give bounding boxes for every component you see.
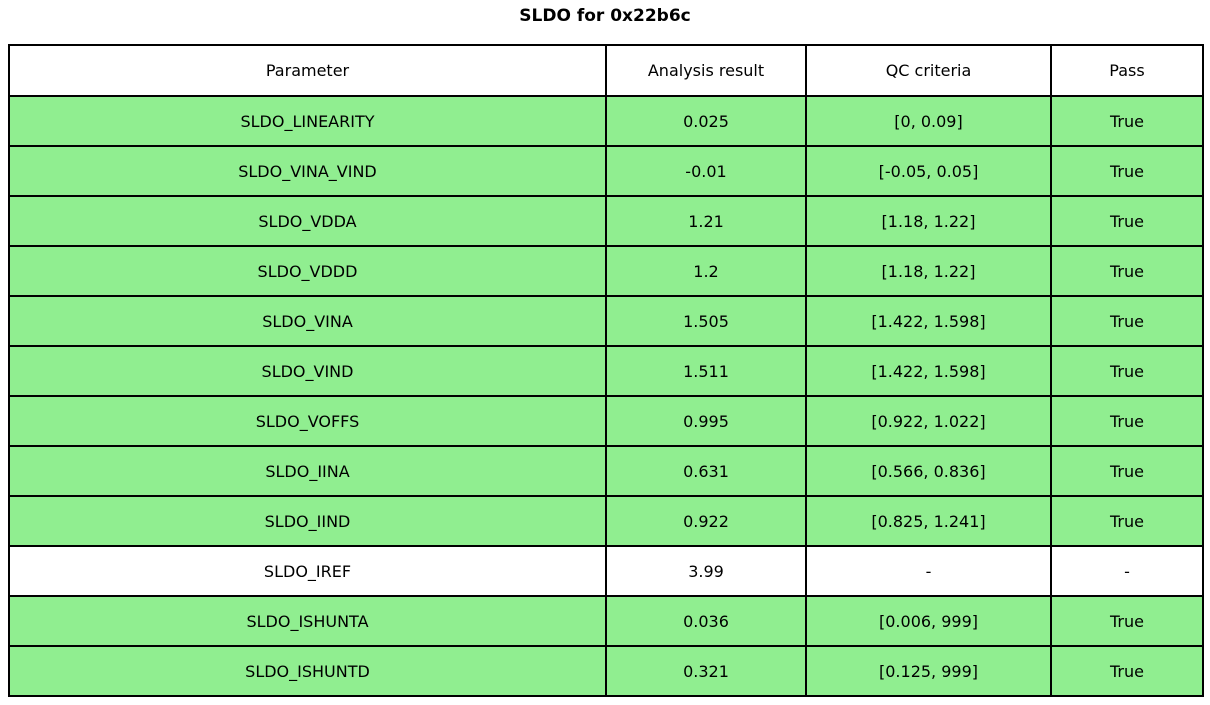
criteria-cell: [1.18, 1.22] (805, 195, 1052, 247)
result-cell: 1.511 (605, 345, 807, 397)
criteria-cell: - (805, 545, 1052, 597)
table-row: SLDO_ISHUNTD 0.321 [0.125, 999] True (8, 645, 1204, 697)
table-row: SLDO_VIND 1.511 [1.422, 1.598] True (8, 345, 1204, 397)
qc-results-table: Parameter Analysis result QC criteria Pa… (8, 44, 1204, 697)
table-row: SLDO_VDDD 1.2 [1.18, 1.22] True (8, 245, 1204, 297)
pass-cell: True (1050, 95, 1204, 147)
result-cell: 0.025 (605, 95, 807, 147)
header-qc-criteria: QC criteria (805, 44, 1052, 97)
table-row: SLDO_IREF 3.99- - (8, 545, 1204, 597)
pass-cell: True (1050, 345, 1204, 397)
criteria-cell: [0.922, 1.022] (805, 395, 1052, 447)
result-cell: 0.995 (605, 395, 807, 447)
criteria-cell: [0, 0.09] (805, 95, 1052, 147)
parameter-cell: SLDO_VDDD (8, 245, 607, 297)
result-cell: 0.036 (605, 595, 807, 647)
pass-cell: - (1050, 545, 1204, 597)
table-body: SLDO_LINEARITY 0.025 [0, 0.09] True SLDO_VIN… (8, 95, 1204, 697)
table-row: SLDO_IIND 0.922 [0.825, 1.241] True (8, 495, 1204, 547)
parameter-cell: SLDO_ISHUNTA (8, 595, 607, 647)
result-cell: 0.631 (605, 445, 807, 497)
parameter-cell: SLDO_IIND (8, 495, 607, 547)
criteria-cell: [0.006, 999] (805, 595, 1052, 647)
criteria-cell: [1.422, 1.598] (805, 345, 1052, 397)
result-cell: 3.99 (605, 545, 807, 597)
parameter-cell: SLDO_LINEARITY (8, 95, 607, 147)
criteria-cell: [0.566, 0.836] (805, 445, 1052, 497)
header-analysis-result: Analysis result (605, 44, 807, 97)
parameter-cell: SLDO_VOFFS (8, 395, 607, 447)
table-row: SLDO_LINEARITY 0.025 [0, 0.09] True (8, 95, 1204, 147)
pass-cell: True (1050, 145, 1204, 197)
header-parameter: Parameter (8, 44, 607, 97)
result-cell: 1.505 (605, 295, 807, 347)
pass-cell: True (1050, 645, 1204, 697)
header-row: Parameter Analysis result QC criteria Pa… (8, 44, 1204, 97)
parameter-cell: SLDO_IINA (8, 445, 607, 497)
result-cell: -0.01 (605, 145, 807, 197)
table-row: SLDO_ISHUNTA 0.036 [0.006, 999] True (8, 595, 1204, 647)
header-pass: Pass (1050, 44, 1204, 97)
pass-cell: True (1050, 195, 1204, 247)
pass-cell: True (1050, 395, 1204, 447)
criteria-cell: [1.18, 1.22] (805, 245, 1052, 297)
parameter-cell: SLDO_VIND (8, 345, 607, 397)
pass-cell: True (1050, 595, 1204, 647)
table-row: SLDO_IINA 0.631 [0.566, 0.836] True (8, 445, 1204, 497)
pass-cell: True (1050, 445, 1204, 497)
result-cell: 0.922 (605, 495, 807, 547)
parameter-cell: SLDO_IREF (8, 545, 607, 597)
criteria-cell: [1.422, 1.598] (805, 295, 1052, 347)
parameter-cell: SLDO_VDDA (8, 195, 607, 247)
parameter-cell: SLDO_VINA_VIND (8, 145, 607, 197)
parameter-cell: SLDO_VINA (8, 295, 607, 347)
pass-cell: True (1050, 295, 1204, 347)
result-cell: 1.21 (605, 195, 807, 247)
criteria-cell: [0.825, 1.241] (805, 495, 1052, 547)
table-row: SLDO_VINA 1.505 [1.422, 1.598] True (8, 295, 1204, 347)
result-cell: 0.321 (605, 645, 807, 697)
pass-cell: True (1050, 245, 1204, 297)
parameter-cell: SLDO_ISHUNTD (8, 645, 607, 697)
table-row: SLDO_VDDA 1.21 [1.18, 1.22] True (8, 195, 1204, 247)
page-title: SLDO for 0x22b6c (519, 6, 691, 26)
table-row: SLDO_VINA_VIND -0.01 [-0.05, 0.05] True (8, 145, 1204, 197)
criteria-cell: [-0.05, 0.05] (805, 145, 1052, 197)
criteria-cell: [0.125, 999] (805, 645, 1052, 697)
result-cell: 1.2 (605, 245, 807, 297)
pass-cell: True (1050, 495, 1204, 547)
table-row: SLDO_VOFFS 0.995 [0.922, 1.022] True (8, 395, 1204, 447)
